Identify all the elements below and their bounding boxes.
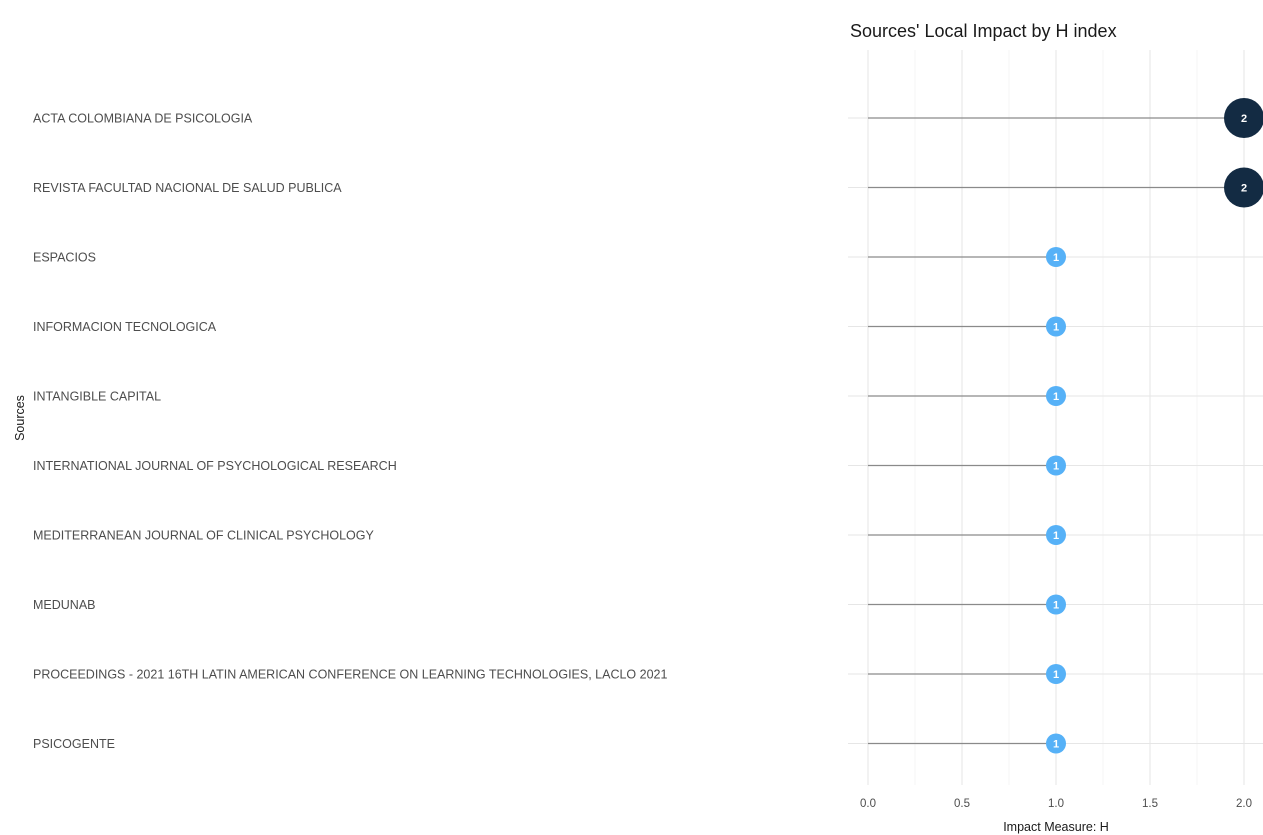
point-value-label: 1 bbox=[1053, 669, 1059, 681]
category-labels: ACTA COLOMBIANA DE PSICOLOGIA REVISTA FAC… bbox=[33, 112, 667, 752]
point-value-label: 1 bbox=[1053, 391, 1059, 403]
x-tick-label: 1.5 bbox=[1142, 798, 1158, 810]
lollipop-point bbox=[1046, 455, 1066, 476]
lollipop-point bbox=[1046, 525, 1066, 545]
point-value-label: 1 bbox=[1053, 739, 1059, 751]
lollipop-point bbox=[1046, 316, 1066, 337]
x-tick-label: 0.5 bbox=[954, 798, 970, 810]
category-label: INFORMACION TECNOLOGICA bbox=[33, 320, 217, 334]
point-value-label: 2 bbox=[1241, 113, 1247, 125]
category-label: ESPACIOS bbox=[33, 251, 96, 265]
point-value-label: 1 bbox=[1053, 461, 1059, 473]
category-label: INTERNATIONAL JOURNAL OF PSYCHOLOGICAL R… bbox=[33, 459, 397, 473]
lollipop-point bbox=[1046, 386, 1066, 406]
lollipop-point bbox=[1224, 98, 1263, 138]
lollipop-point bbox=[1224, 167, 1263, 208]
chart-title: Sources' Local Impact by H index bbox=[850, 21, 1117, 41]
lollipop-point bbox=[1046, 664, 1066, 684]
point-value-label: 1 bbox=[1053, 322, 1059, 334]
x-tick-labels: 0.0 0.5 1.0 1.5 2.0 bbox=[860, 798, 1252, 810]
lollipop-point bbox=[1046, 247, 1066, 267]
lollipop-point bbox=[1046, 733, 1066, 754]
point-value-label: 1 bbox=[1053, 600, 1059, 612]
category-label: MEDITERRANEAN JOURNAL OF CLINICAL PSYCHO… bbox=[33, 529, 374, 543]
category-label: MEDUNAB bbox=[33, 598, 96, 612]
y-axis-title: Sources bbox=[13, 395, 27, 441]
point-value-label: 1 bbox=[1053, 252, 1059, 264]
category-label: PROCEEDINGS - 2021 16TH LATIN AMERICAN C… bbox=[33, 668, 667, 682]
category-label: PSICOGENTE bbox=[33, 737, 115, 751]
point-value-label: 2 bbox=[1241, 183, 1247, 195]
category-label: ACTA COLOMBIANA DE PSICOLOGIA bbox=[33, 112, 253, 126]
lollipop-point bbox=[1046, 594, 1066, 615]
category-label: INTANGIBLE CAPITAL bbox=[33, 390, 161, 404]
stems bbox=[868, 117, 1244, 745]
x-tick-label: 2.0 bbox=[1236, 798, 1252, 810]
points: 2 2 1 1 1 1 1 1 1 1 bbox=[1046, 98, 1263, 754]
category-label: REVISTA FACULTAD NACIONAL DE SALUD PUBLI… bbox=[33, 181, 342, 195]
point-value-label: 1 bbox=[1053, 530, 1059, 542]
x-tick-label: 1.0 bbox=[1048, 798, 1064, 810]
x-axis-title: Impact Measure: H bbox=[1003, 820, 1109, 834]
x-tick-label: 0.0 bbox=[860, 798, 876, 810]
